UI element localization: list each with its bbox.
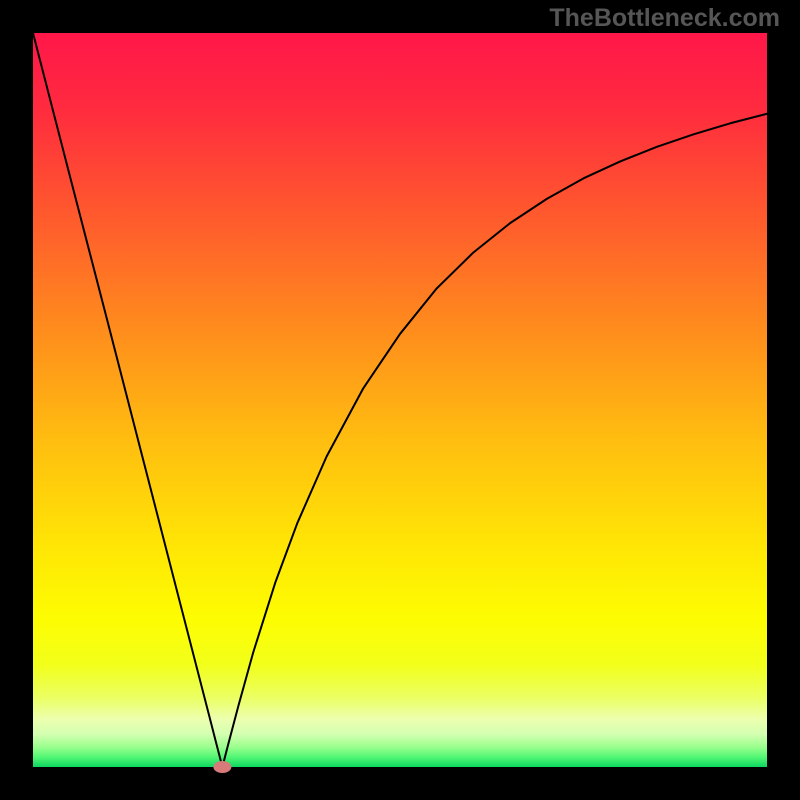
gradient-background: [33, 33, 767, 767]
plot-area: [33, 33, 767, 767]
watermark-text: TheBottleneck.com: [549, 4, 780, 33]
chart-container: TheBottleneck.com: [0, 0, 800, 800]
